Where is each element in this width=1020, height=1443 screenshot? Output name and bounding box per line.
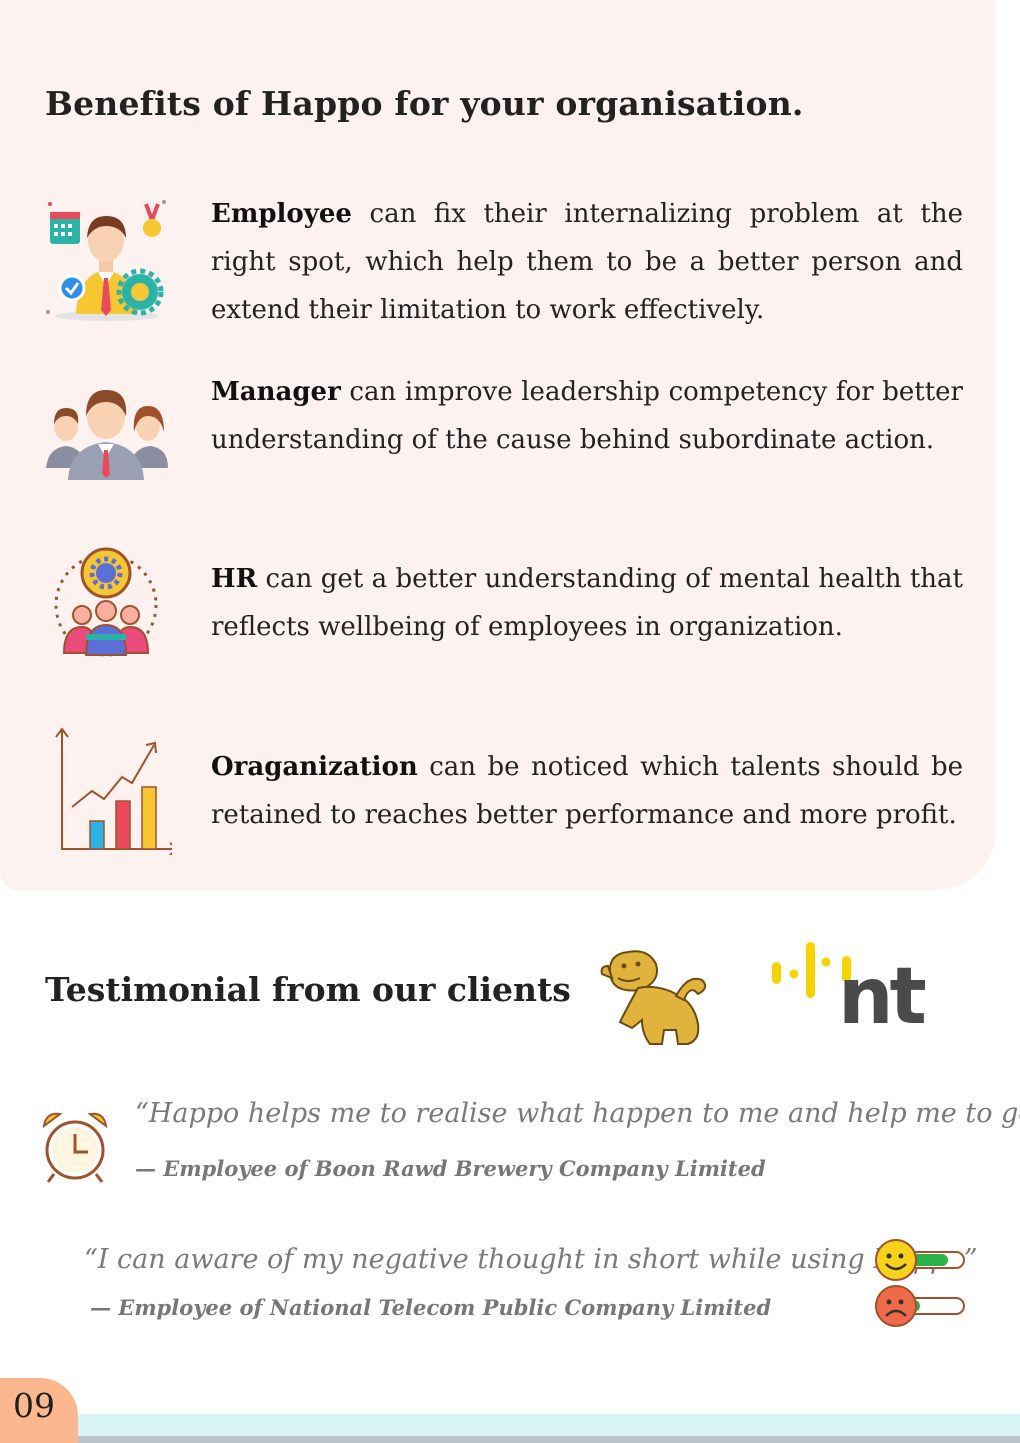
testimonial-1-quote: “Happo helps me to realise what happen t… [135,1098,1020,1129]
testimonial-title: Testimonial from our clients [45,970,571,1009]
footer-bar [78,1414,1020,1436]
employee-icon [46,200,166,321]
page-edge [996,0,1020,1443]
team-icon [46,390,168,480]
benefits-title: Benefits of Happo for your organisation. [45,84,804,123]
benefit-hr-text: HR can get a better understanding of men… [211,564,963,642]
benefits-panel [0,0,996,890]
page-number: 09 [13,1386,55,1425]
benefit-manager-text: Manager can improve leadership competenc… [211,377,963,455]
testimonial-1-author: — Employee of Boon Rawd Brewery Company … [135,1156,766,1181]
benefit-employee-text: Employee can fix their internalizing pro… [211,199,963,325]
alarm-clock-icon [42,1112,108,1183]
benefit-organization-text: Oraganization can be noticed which talen… [211,752,963,830]
testimonial-2-quote: “I can aware of my negative thought in s… [84,1244,978,1275]
footer-bar-edge [0,1436,1020,1443]
hr-icon [54,547,158,657]
nt-logo: nt [766,934,936,1044]
lion-logo-icon [600,950,707,1045]
testimonial-2-author: — Employee of National Telecom Public Co… [90,1295,772,1320]
page-number-tab [0,1378,78,1443]
mood-toggle-icon [875,1239,965,1327]
nt-logo-text: nt [838,952,927,1042]
growth-chart-icon [55,727,172,855]
nt-logo-mark [772,942,851,998]
